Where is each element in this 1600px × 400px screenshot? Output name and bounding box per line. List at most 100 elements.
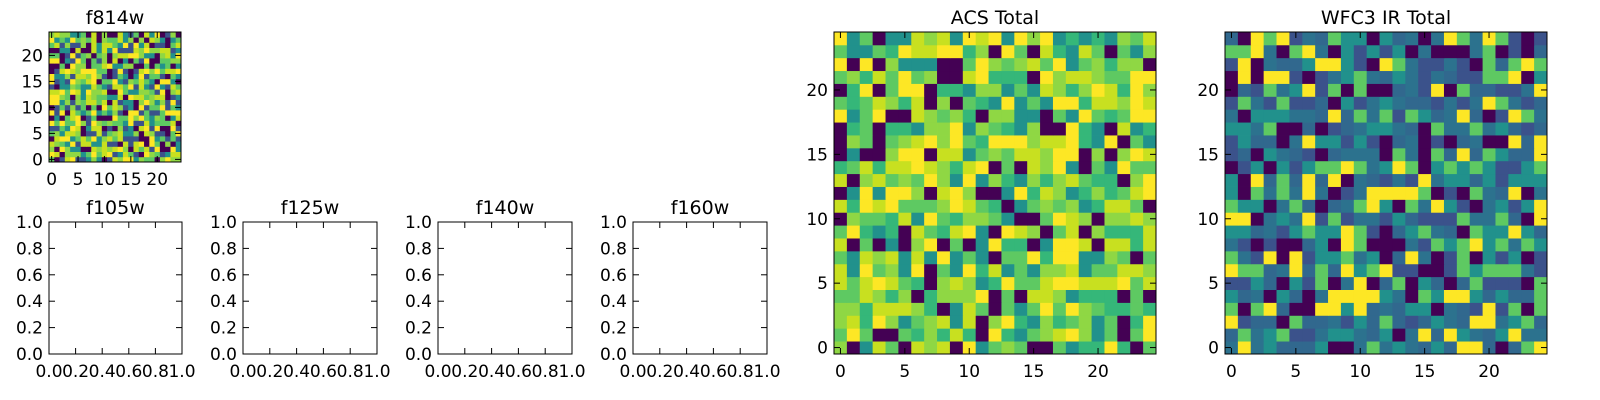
heatmap-cell [1027, 263, 1041, 278]
heatmap-cell [1431, 199, 1445, 213]
heatmap-cell [1405, 32, 1419, 46]
heatmap-cell [1353, 341, 1368, 355]
heatmap-cell [122, 89, 129, 95]
heatmap-cell [112, 32, 119, 38]
heatmap-cell [1130, 160, 1144, 175]
axes-frame [242, 221, 378, 355]
heatmap-cell [1302, 302, 1316, 316]
heatmap-cell [54, 99, 60, 106]
heatmap-cell [1052, 135, 1067, 149]
heatmap-cell [1495, 96, 1509, 110]
heatmap-cell [962, 225, 977, 239]
heatmap-cell [1302, 70, 1316, 84]
heatmap-cell [59, 37, 66, 43]
heatmap-cell [898, 212, 912, 226]
heatmap-cell [1443, 83, 1458, 97]
heatmap-cell [949, 225, 964, 239]
heatmap-cell [1143, 341, 1157, 355]
heatmap-cell [144, 110, 150, 116]
heatmap-cell [49, 120, 55, 126]
heatmap-cell [949, 212, 964, 226]
heatmap-cell [1117, 328, 1131, 342]
heatmap-cell [1065, 96, 1080, 110]
heatmap-cells [834, 32, 1157, 355]
heatmap-cell [1379, 109, 1393, 123]
heatmap-cell [170, 63, 177, 69]
heatmap-cell [1302, 199, 1316, 213]
heatmap-cell [122, 42, 129, 48]
heatmap-cell [175, 125, 182, 132]
heatmap-cell [1117, 83, 1131, 97]
heatmap-cell [1117, 160, 1131, 175]
heatmap-cell [1495, 225, 1509, 239]
heatmap-cell [1431, 160, 1445, 175]
x-tick-label: 0.8 [727, 362, 754, 382]
heatmap-cell [170, 47, 177, 54]
heatmap-cell [1289, 186, 1303, 200]
heatmap-cell [1001, 238, 1015, 252]
heatmap-cell [64, 136, 71, 142]
heatmap-cell [1328, 238, 1342, 252]
heatmap-cell [1469, 32, 1483, 46]
heatmap-cell [962, 173, 977, 187]
heatmap-cell [1456, 212, 1471, 226]
heatmap-cell [846, 147, 861, 162]
heatmap-cell [149, 63, 155, 69]
heatmap-cell [1143, 109, 1157, 123]
heatmap-cell [1143, 263, 1157, 278]
heatmap-cell [1276, 44, 1290, 59]
heatmap-cell [1117, 186, 1131, 200]
heatmap-cell [122, 151, 129, 158]
heatmap-cell [846, 44, 861, 59]
heatmap-cell [1495, 302, 1509, 316]
heatmap-cell [59, 78, 66, 85]
heatmap-cell [64, 73, 71, 80]
heatmap-cell [1027, 199, 1041, 213]
heatmap-cell [1027, 44, 1041, 59]
heatmap-cell [1250, 173, 1265, 187]
heatmap-cell [107, 58, 113, 64]
heatmap-cell [1052, 122, 1067, 136]
heatmap-cell [107, 42, 113, 48]
heatmap-cell [962, 44, 977, 59]
heatmap-cell [59, 73, 66, 80]
heatmap-cell [911, 212, 925, 226]
axes-frame [1224, 31, 1548, 355]
heatmap-cell [1328, 212, 1342, 226]
heatmap-cell [1001, 289, 1015, 303]
heatmap-cell [85, 120, 92, 126]
y-tick-label: 5 [1208, 274, 1219, 294]
heatmap-cell [75, 151, 82, 158]
heatmap-cell [1143, 212, 1157, 226]
heatmap-cell [1104, 225, 1118, 239]
heatmap-cell [1508, 250, 1522, 265]
heatmap-cell [1225, 147, 1239, 162]
heatmap-cell [988, 83, 1002, 97]
heatmap-cell [170, 136, 177, 142]
heatmap-cell [154, 120, 161, 126]
heatmap-cell [165, 63, 171, 69]
heatmap-cell [1027, 160, 1041, 175]
heatmap-cell [1143, 238, 1157, 252]
heatmap-cell [85, 130, 92, 137]
heatmap-cell [859, 109, 874, 123]
heatmap-cell [1521, 263, 1535, 278]
heatmap-cell [1508, 289, 1522, 303]
x-tick-label: 0.2 [256, 362, 283, 382]
x-tick-label: 1.0 [363, 362, 390, 382]
heatmap-cell [1225, 289, 1239, 303]
heatmap-cell [80, 115, 87, 121]
heatmap-cell [1418, 160, 1432, 175]
heatmap-cell [1276, 160, 1290, 175]
heatmap-cell [138, 130, 145, 137]
heatmap-cell [54, 78, 60, 85]
heatmap-cell [133, 37, 140, 43]
heatmap-cell [159, 104, 166, 111]
heatmap-cell [91, 141, 97, 147]
heatmap-cell [133, 146, 140, 152]
heatmap-cell [1052, 212, 1067, 226]
heatmap-cell [64, 115, 71, 121]
heatmap-cell [122, 84, 129, 90]
heatmap-cell [1340, 302, 1355, 316]
heatmap-cell [949, 238, 964, 252]
